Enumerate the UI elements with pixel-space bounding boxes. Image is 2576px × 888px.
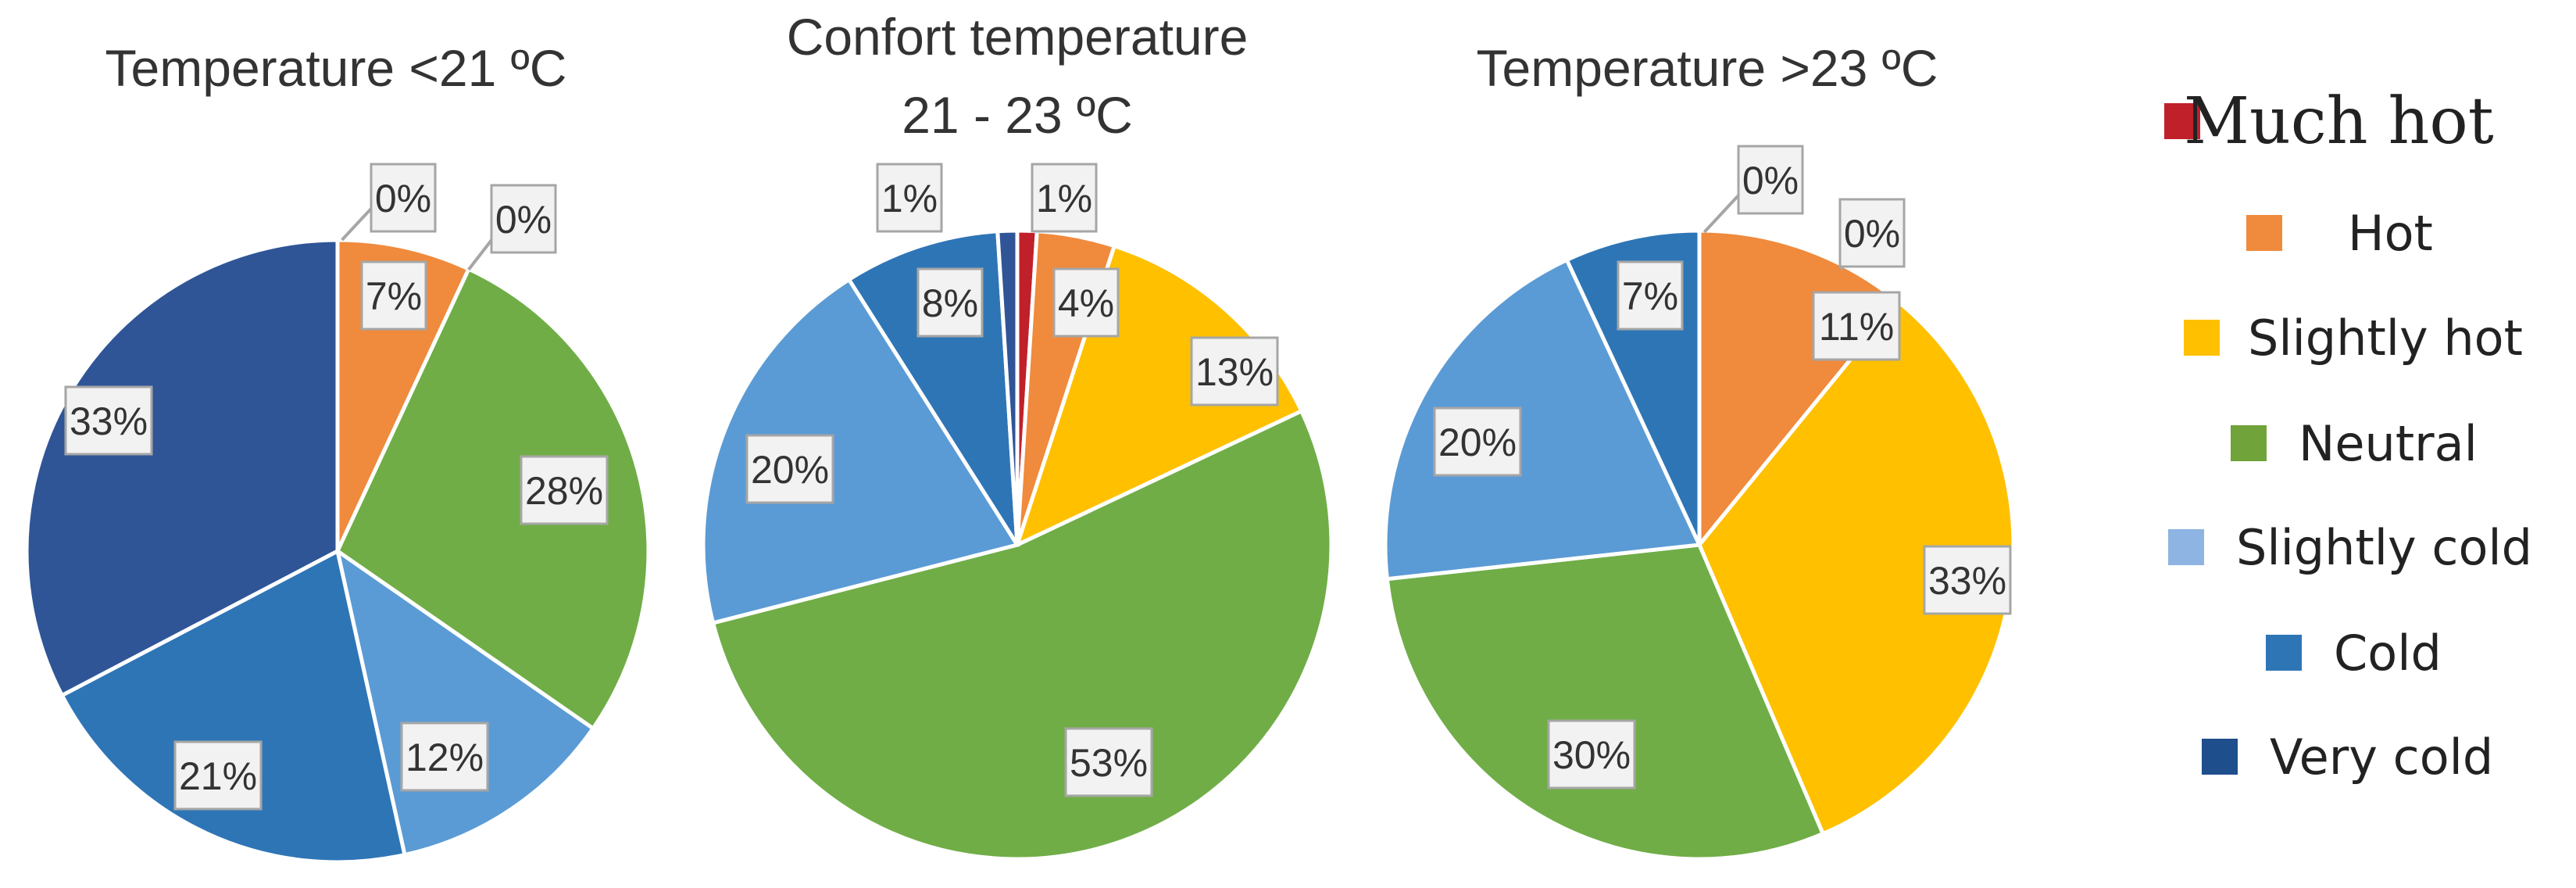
data-label-very-cold-box (64, 385, 153, 456)
data-label-hot-box (360, 260, 427, 331)
legend-swatch-slightly-hot (2184, 320, 2220, 356)
data-label-slightly-hot-box (1190, 336, 1279, 406)
slice-slightly-cold (1383, 257, 1702, 582)
data-label-slightly-cold: 20% (1438, 421, 1517, 464)
data-label-zero-1-box (370, 163, 437, 233)
slice-neutral (1384, 542, 1826, 861)
data-label-much-hot: 1% (1036, 177, 1092, 220)
slice-very-cold (995, 228, 1020, 546)
leader-line (467, 235, 496, 271)
slice-neutral (334, 266, 651, 732)
chart-comfort-pie: 1% 4% 13% 53% 20% 8% 1% (701, 163, 1334, 861)
data-label-hot-box (1812, 291, 1901, 361)
data-label-slightly-cold-box (1433, 406, 1522, 477)
data-label-cold: 7% (1622, 274, 1678, 318)
data-label-cold-box (916, 267, 984, 338)
data-label-very-cold: 33% (70, 399, 148, 443)
data-label-neutral: 30% (1552, 733, 1631, 777)
legend-label-cold: Cold (2334, 625, 2442, 682)
legend-label-much-hot: Much hot (2184, 84, 2494, 159)
legend-swatch-very-cold (2202, 739, 2238, 775)
legend-label-very-cold: Very cold (2270, 729, 2493, 786)
data-label-neutral-box (1064, 727, 1153, 797)
slice-slightly-cold (701, 277, 1020, 626)
chart-cold-title: Temperature <21 ºC (105, 39, 567, 97)
slice-slightly-hot (1013, 243, 1305, 549)
data-label-slightly-hot: 13% (1195, 350, 1274, 394)
legend-label-hot: Hot (2348, 205, 2433, 262)
data-label-neutral-box (520, 455, 609, 525)
legend-label-neutral: Neutral (2299, 415, 2478, 472)
data-label-much-hot-box (1031, 163, 1098, 233)
legend-swatch-neutral (2231, 425, 2267, 461)
chart-comfort-title-line-1: Confort temperature (787, 8, 1249, 66)
data-label-cold-box (1617, 260, 1684, 331)
data-label-hot-box (1052, 267, 1120, 338)
data-label-zero-2: 0% (1844, 212, 1900, 256)
chart-comfort-title-line-2: 21 - 23 ºC (902, 86, 1133, 144)
chart-cold: Temperature <21 ºC 7% 28% 12% 21% 33% 0% 0% (24, 39, 651, 865)
data-label-neutral: 28% (525, 469, 603, 513)
chart-cold-pie: 7% 28% 12% 21% 33% 0% 0% (24, 163, 651, 865)
legend-swatch-cold (2266, 635, 2302, 671)
data-label-hot: 4% (1058, 281, 1114, 325)
legend: Much hot Hot Slightly hot Neutral Slightly c… (2164, 84, 2532, 786)
chart-comfort: Confort temperature 21 - 23 ºC 1% 4% 13% 53… (701, 8, 1334, 861)
data-label-cold-box (173, 740, 263, 811)
data-label-zero-1: 0% (375, 177, 431, 220)
data-label-neutral: 53% (1070, 741, 1148, 785)
data-label-neutral-box (1547, 719, 1636, 790)
data-label-slightly-cold: 12% (406, 736, 484, 779)
data-label-cold: 21% (179, 754, 257, 798)
data-label-zero-1: 0% (1742, 159, 1799, 202)
data-label-slightly-cold-box (400, 722, 489, 792)
data-label-very-cold-box (876, 163, 943, 233)
legend-swatch-much-hot (2164, 103, 2200, 139)
data-label-zero-2-box (1838, 198, 1906, 268)
legend-label-slightly-cold: Slightly cold (2236, 519, 2532, 576)
legend-swatch-hot (2246, 215, 2282, 251)
chart-warm-title: Temperature >23 ºC (1477, 39, 1938, 97)
data-label-slightly-cold: 20% (751, 448, 829, 492)
slice-cold (59, 548, 407, 865)
data-label-zero-2: 0% (495, 198, 552, 242)
data-label-slightly-hot-box (1923, 545, 2012, 615)
data-label-slightly-cold-box (745, 434, 834, 504)
legend-swatch-slightly-cold (2168, 529, 2204, 565)
data-label-cold: 8% (922, 281, 978, 325)
chart-warm-pie: 11% 33% 30% 20% 7% 0% 0% (1383, 145, 2016, 861)
data-label-hot: 11% (1819, 305, 1894, 349)
data-label-slightly-hot: 33% (1928, 559, 2006, 603)
chart-warm: Temperature >23 ºC 11% 33% 30% 20% 7% 0% 0% (1383, 39, 2016, 861)
data-label-zero-2-box (490, 184, 557, 254)
slice-neutral (710, 408, 1334, 861)
legend-label-slightly-hot: Slightly hot (2248, 310, 2523, 367)
data-label-zero-1-box (1737, 145, 1804, 215)
data-label-hot: 7% (366, 274, 422, 318)
data-label-very-cold: 1% (881, 177, 938, 220)
